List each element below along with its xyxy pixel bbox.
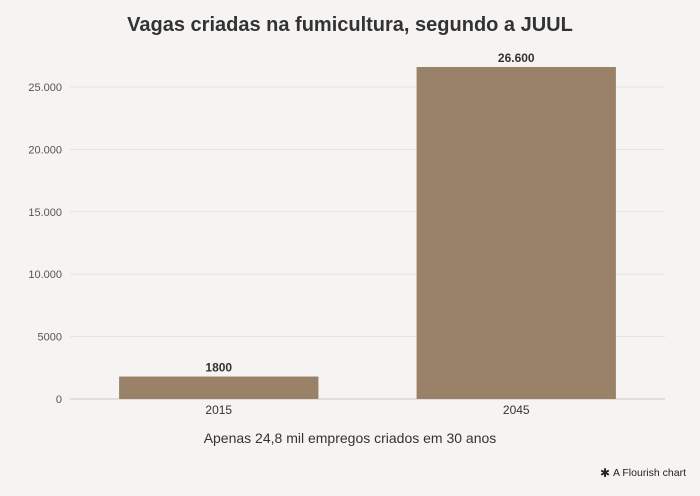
x-axis: 2015 2045: [205, 403, 530, 417]
chart-title: Vagas criadas na fumicultura, segundo a …: [127, 14, 573, 36]
bar: [416, 66, 616, 400]
y-tick-label: 0: [56, 394, 62, 406]
data-label: 26.600: [498, 51, 535, 65]
x-tick-label: 2045: [503, 403, 530, 417]
y-tick-label: 15.000: [28, 207, 62, 219]
x-axis-label: Apenas 24,8 mil empregos criados em 30 a…: [203, 430, 497, 446]
data-label: 1800: [205, 361, 232, 375]
y-tick-label: 20.000: [28, 144, 62, 156]
bar: [119, 376, 319, 399]
credit-text: A Flourish chart: [613, 467, 686, 479]
flourish-credit-link[interactable]: ✱ A Flourish chart: [600, 467, 686, 479]
bars: 1800 26.600: [119, 51, 616, 400]
y-tick-label: 5000: [38, 332, 62, 344]
y-axis: 0 5000 10.000 15.000 20.000 25.000: [28, 82, 62, 406]
flourish-icon: ✱: [599, 466, 611, 480]
y-tick-label: 25.000: [28, 82, 62, 94]
x-tick-label: 2015: [205, 403, 232, 417]
y-tick-label: 10.000: [28, 269, 62, 281]
